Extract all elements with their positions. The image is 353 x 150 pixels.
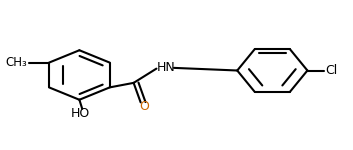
Text: HN: HN — [157, 61, 176, 74]
Text: O: O — [139, 100, 149, 113]
Text: HO: HO — [71, 107, 90, 120]
Text: Cl: Cl — [325, 64, 337, 77]
Text: CH₃: CH₃ — [6, 56, 27, 69]
